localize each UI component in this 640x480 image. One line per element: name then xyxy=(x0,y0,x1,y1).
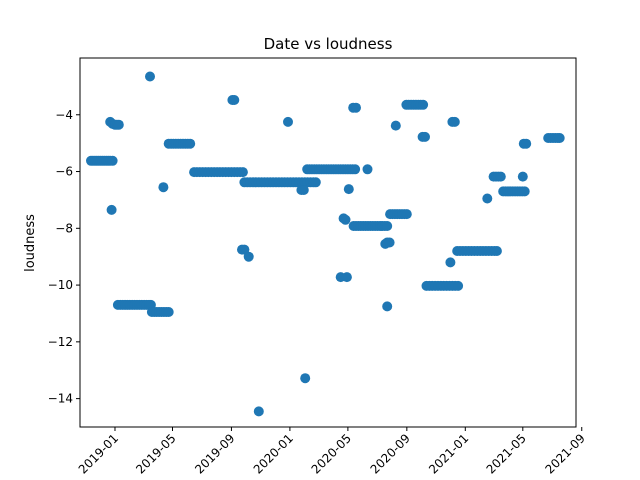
x-tick-label: 2021-01 xyxy=(426,431,471,476)
chart-title: Date vs loudness xyxy=(264,35,393,53)
data-point xyxy=(300,373,311,384)
data-point xyxy=(237,167,248,178)
data-point xyxy=(229,95,240,105)
data-point xyxy=(163,307,174,317)
data-point xyxy=(243,251,254,262)
y-tick-label: −4 xyxy=(55,108,73,122)
plot-area-frame xyxy=(79,57,577,428)
data-point xyxy=(382,301,393,312)
y-tick-label: −12 xyxy=(48,335,73,349)
data-point xyxy=(491,246,502,256)
data-point xyxy=(519,186,530,197)
data-point xyxy=(420,131,430,142)
data-point xyxy=(298,185,309,195)
x-tick-label: 2020-05 xyxy=(309,431,354,476)
data-point xyxy=(453,280,464,291)
x-tick-label: 2021-05 xyxy=(484,431,529,476)
data-point xyxy=(145,71,155,82)
data-point xyxy=(350,164,361,175)
data-point xyxy=(495,171,506,182)
data-point xyxy=(283,116,293,127)
data-point xyxy=(384,237,395,248)
data-point xyxy=(482,193,493,204)
data-point xyxy=(343,184,354,195)
data-point xyxy=(401,209,412,220)
x-axis-ticks: 2019-01 2019-05 2019-09 2020-01 2020-05 2020-… xyxy=(76,427,588,477)
data-point xyxy=(517,171,528,182)
data-point xyxy=(449,116,460,127)
y-tick-label: −14 xyxy=(48,392,73,406)
y-axis-label: loudness xyxy=(23,214,38,272)
y-axis-ticks: −14 −12 −10 −8 −6 −4 xyxy=(48,108,80,406)
data-point xyxy=(351,102,361,113)
data-point xyxy=(341,272,352,283)
data-point xyxy=(521,138,532,149)
data-point xyxy=(554,133,565,143)
data-point xyxy=(253,406,264,417)
x-tick-label: 2020-09 xyxy=(368,431,413,476)
data-point xyxy=(340,214,351,225)
data-point xyxy=(185,138,196,149)
data-point xyxy=(113,119,124,130)
data-points xyxy=(86,71,565,417)
data-point xyxy=(106,204,117,215)
data-point xyxy=(107,155,118,166)
x-tick-label: 2019-05 xyxy=(133,431,178,476)
y-tick-label: −8 xyxy=(55,221,73,235)
data-point xyxy=(418,99,429,110)
data-point xyxy=(390,120,401,131)
x-tick-label: 2019-01 xyxy=(76,431,121,476)
data-point xyxy=(382,221,393,231)
x-tick-label: 2021-09 xyxy=(543,431,588,476)
y-tick-label: −6 xyxy=(55,165,73,179)
data-point xyxy=(445,257,456,268)
x-tick-label: 2020-01 xyxy=(251,431,296,476)
data-point xyxy=(310,177,321,188)
data-point xyxy=(158,182,169,193)
y-tick-label: −10 xyxy=(48,278,73,292)
data-point xyxy=(362,164,373,175)
x-tick-label: 2019-09 xyxy=(192,431,237,476)
